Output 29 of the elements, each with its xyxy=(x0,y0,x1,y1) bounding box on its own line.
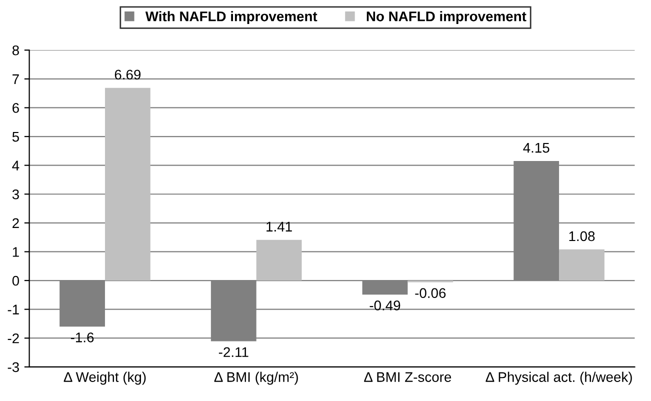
y-tick-label: 6 xyxy=(12,103,19,113)
x-tick-label: Δ BMI (kg/m²) xyxy=(214,372,298,385)
data-label: 6.69 xyxy=(114,70,141,80)
y-tick-label: -2 xyxy=(8,333,19,344)
bar xyxy=(104,88,150,281)
y-tick-label: 8 xyxy=(12,45,19,56)
data-label: -1.6 xyxy=(70,332,94,342)
data-label: -0.06 xyxy=(415,288,446,298)
legend-label: With NAFLD improvement xyxy=(145,11,318,24)
data-label: -2.11 xyxy=(218,347,248,357)
data-label: 1.41 xyxy=(266,222,292,232)
data-label: 1.08 xyxy=(569,231,595,242)
y-tick-label: 7 xyxy=(12,74,19,84)
y-tick-label: 4 xyxy=(12,160,20,170)
y-tick-label: 0 xyxy=(12,276,20,286)
bar xyxy=(559,249,604,281)
y-tick-label: 5 xyxy=(12,132,19,142)
x-tick-label: Δ Weight (kg) xyxy=(64,372,146,385)
y-tick-label: -1 xyxy=(8,304,19,314)
x-tick-label: Δ Physical act. (h/week) xyxy=(486,372,632,385)
x-tick-label: Δ BMI Z-score xyxy=(364,372,452,382)
y-tick-label: 3 xyxy=(12,189,19,200)
data-label: -0.49 xyxy=(370,300,400,310)
bar xyxy=(256,240,302,281)
y-tick-label: 1 xyxy=(12,247,19,257)
y-tick-label: 2 xyxy=(12,218,19,228)
data-label: 4.15 xyxy=(523,143,550,153)
y-tick-label: -3 xyxy=(8,362,19,372)
legend-label: No NAFLD improvement xyxy=(366,11,526,24)
